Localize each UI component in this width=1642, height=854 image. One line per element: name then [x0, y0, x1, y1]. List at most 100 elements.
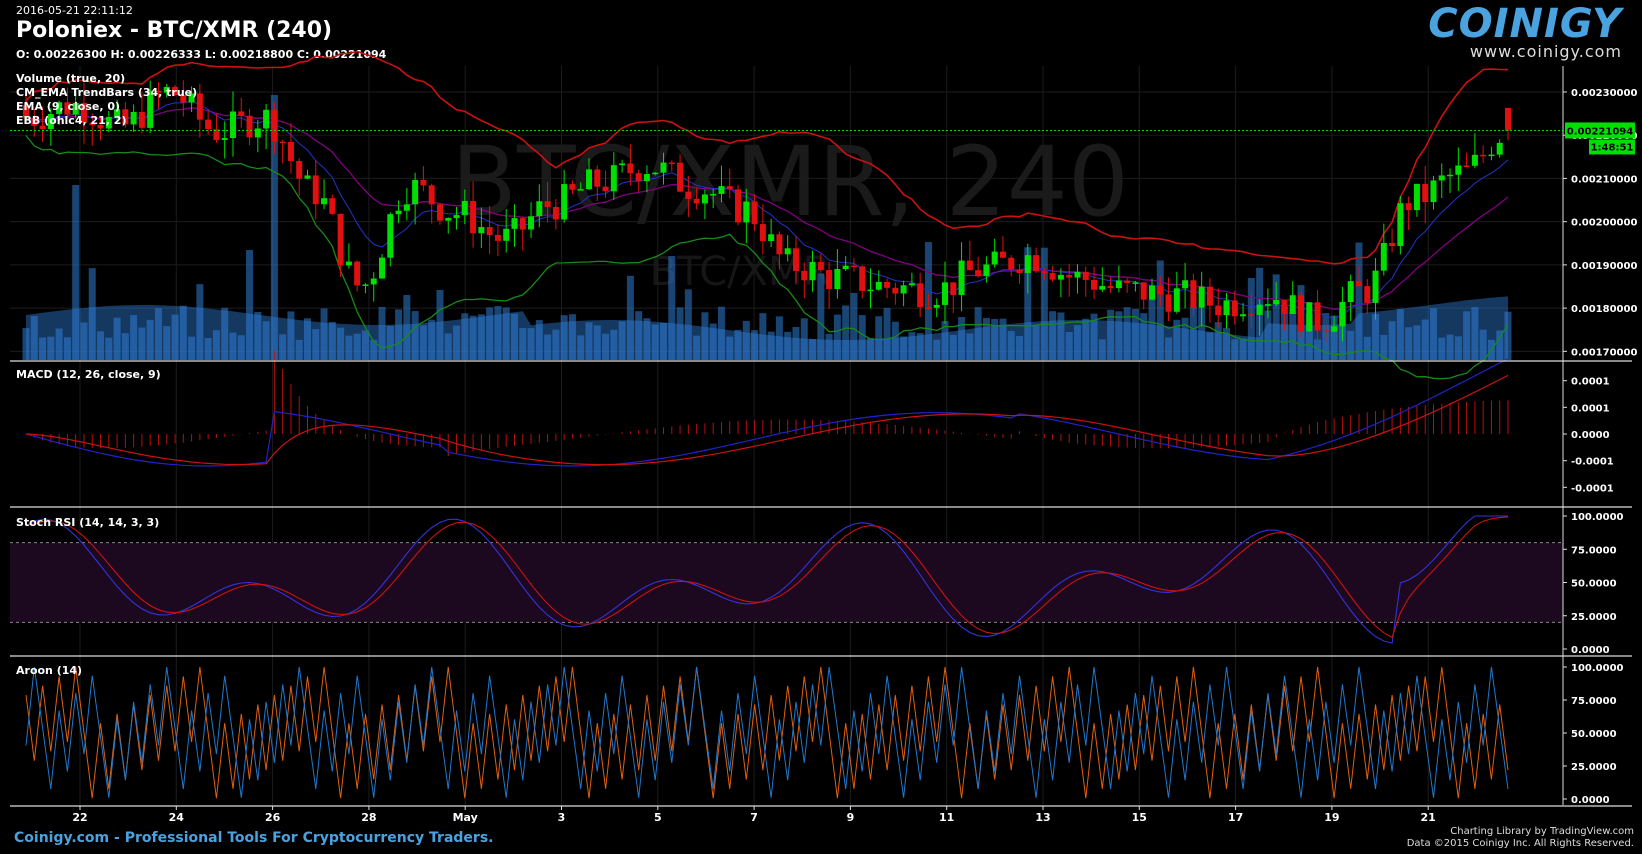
- price-axis-tick-label: 0.00210000: [1571, 174, 1637, 185]
- candle-body: [809, 261, 816, 281]
- candle-body: [1091, 279, 1098, 290]
- volume-bar: [784, 331, 792, 360]
- stoch-d-line: [25, 516, 1509, 639]
- candle-body: [817, 261, 824, 271]
- volume-bar: [1405, 327, 1413, 360]
- volume-bar: [105, 337, 113, 360]
- candle-body: [354, 261, 361, 286]
- volume-bar: [1090, 313, 1098, 360]
- volume-bar: [1057, 312, 1065, 360]
- volume-bar: [668, 255, 676, 360]
- candle-body: [1347, 281, 1354, 303]
- candle-body: [892, 287, 899, 294]
- axes: 0.002300000.002200000.002100000.00200000…: [10, 66, 1637, 824]
- volume-bar: [684, 289, 692, 360]
- stoch-rsi-pane[interactable]: [10, 515, 1563, 644]
- aroon-down-line: [25, 666, 1509, 798]
- candle-body: [577, 189, 584, 191]
- volume-bar: [742, 320, 750, 360]
- volume-bar: [469, 315, 477, 360]
- price-axis-tick-label: 0.00180000: [1571, 304, 1637, 315]
- candle-body: [72, 102, 79, 115]
- candle-body: [163, 86, 170, 93]
- price-axis-tick-label: 0.00170000: [1571, 347, 1637, 358]
- candle-body: [751, 201, 758, 225]
- candle-body: [420, 180, 427, 186]
- candle-body: [1314, 302, 1321, 331]
- volume-bar: [717, 306, 725, 360]
- indicator-label-aroon[interactable]: Aroon (14): [16, 664, 83, 677]
- candle-body: [569, 184, 576, 190]
- volume-bar: [519, 327, 527, 360]
- candle-body: [89, 122, 96, 126]
- candle-body: [503, 228, 510, 241]
- candle-body: [610, 165, 617, 192]
- aroon-pane[interactable]: [25, 666, 1509, 799]
- volume-bar: [1156, 260, 1164, 360]
- candle-body: [470, 200, 477, 234]
- volume-bar: [1198, 308, 1206, 360]
- footer-credit-tradingview[interactable]: Charting Library by TradingView.com: [1450, 826, 1634, 837]
- candle-body: [80, 102, 87, 123]
- candle-body: [1264, 304, 1271, 306]
- volume-bar: [254, 311, 262, 360]
- volume-bar: [179, 305, 187, 360]
- candle-body: [792, 248, 799, 271]
- candle-body: [1488, 154, 1495, 157]
- candle-body: [213, 129, 220, 140]
- volume-bar: [693, 335, 701, 360]
- x-axis-label: 15: [1132, 811, 1147, 824]
- volume-bar: [419, 325, 427, 360]
- aroon-axis-tick-label: 50.0000: [1571, 729, 1617, 740]
- volume-bar: [775, 316, 783, 360]
- volume-bar: [958, 317, 966, 360]
- volume-bar: [486, 307, 494, 360]
- candle-body: [999, 251, 1006, 258]
- footer-tagline[interactable]: Coinigy.com - Professional Tools For Cry…: [14, 830, 494, 846]
- price-axis-tick-label: 0.00190000: [1571, 261, 1637, 272]
- candle-body: [1190, 280, 1197, 308]
- candle-body: [238, 111, 245, 116]
- aroon-axis-tick-label: 0.0000: [1571, 795, 1610, 806]
- candle-body: [519, 218, 526, 230]
- volume-bar: [204, 337, 212, 360]
- candle-body: [1016, 269, 1023, 274]
- volume-bar: [30, 315, 38, 360]
- countdown-badge: [1589, 139, 1635, 155]
- volume-bar: [626, 275, 634, 360]
- candle-body: [768, 234, 775, 242]
- indicator-label-macd[interactable]: MACD (12, 26, close, 9): [16, 368, 161, 381]
- candle-body: [279, 141, 286, 144]
- volume-bar: [337, 327, 345, 360]
- indicator-label-volume[interactable]: Volume (true, 20): [16, 72, 126, 85]
- macd-line: [25, 358, 1509, 467]
- macd-pane[interactable]: [25, 350, 1509, 467]
- candle-body: [1256, 304, 1263, 315]
- candle-body: [1322, 330, 1329, 333]
- volume-bar: [651, 324, 659, 360]
- candle-body: [743, 201, 750, 223]
- candle-body: [395, 210, 402, 215]
- volume-bar: [527, 328, 535, 360]
- volume-bar: [1471, 307, 1479, 360]
- coinigy-logo[interactable]: COINIGY www.coinigy.com: [1428, 2, 1622, 61]
- x-axis-label: 19: [1324, 811, 1339, 824]
- candle-body: [552, 206, 559, 220]
- chart-title: Poloniex - BTC/XMR (240): [16, 18, 333, 43]
- volume-bar: [1024, 247, 1032, 360]
- volume-bar: [1181, 317, 1189, 360]
- candle-body: [287, 141, 294, 161]
- volume-bar: [643, 318, 651, 360]
- indicator-label-ebb[interactable]: EBB (ohlc4, 21, 2): [16, 114, 127, 127]
- candle-body: [660, 162, 667, 173]
- indicator-label-trendbars[interactable]: CM_EMA TrendBars (34, true): [16, 86, 198, 99]
- indicator-label-ema[interactable]: EMA (9, close, 0): [16, 100, 121, 113]
- volume-bar: [453, 325, 461, 360]
- volume-bar: [850, 292, 858, 360]
- indicator-label-stoch-rsi[interactable]: Stoch RSI (14, 14, 3, 3): [16, 516, 160, 529]
- volume-bar: [395, 309, 403, 360]
- price-pane[interactable]: [10, 50, 1563, 380]
- stoch-k-line: [25, 515, 1508, 644]
- volume-bar: [552, 329, 560, 360]
